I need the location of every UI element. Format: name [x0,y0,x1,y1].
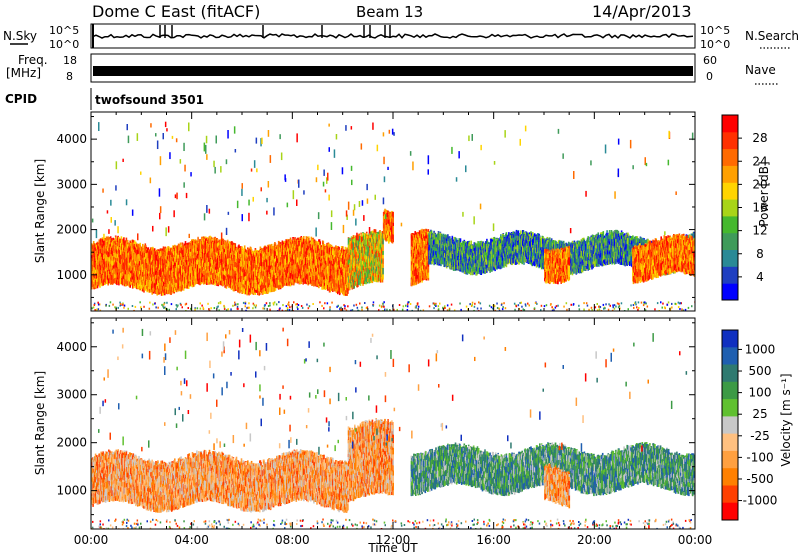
nave-tick-low: 0 [706,70,713,83]
colorbar-cell-2 [722,364,738,383]
colorbar-cell-0 [722,330,738,348]
colorbar-cell-2 [722,249,738,267]
colorbar-cell-8 [722,468,738,486]
echo-cells [91,121,695,311]
x-tick-label-4: 16:00 [476,533,511,547]
colorbar-tick-label-0: 1000 [745,342,776,356]
power-colorbar-label: Power [dB] [757,161,771,226]
nsky-label: N.Sky [3,29,37,43]
y-tick-label-0: 1000 [56,268,87,282]
nsearch-tick-high: 10^5 [700,24,730,37]
y-tick-label-1: 2000 [56,223,87,237]
colorbar-cell-4 [722,215,738,234]
nsky-line [92,33,694,39]
echo-cells [91,327,695,529]
x-axis-label: Time UT [367,541,418,554]
freq-tick-high: 18 [63,54,77,67]
colorbar-tick-label-7: -1000 [743,494,778,508]
colorbar-tick-label-5: 24 [752,154,767,168]
colorbar-tick-label-4: -25 [750,429,770,443]
nave-tick-high: 60 [703,54,717,67]
y-tick-label-2: 3000 [56,177,87,191]
colorbar-tick-label-5: -100 [746,450,773,464]
colorbar-cell-10 [722,115,738,133]
colorbar-cell-4 [722,399,738,417]
colorbar-cell-1 [722,266,738,284]
station-title: Dome C East (fitACF) [92,2,260,21]
colorbar-cell-5 [722,416,738,435]
colorbar-cell-6 [722,182,738,200]
y-tick-label-2: 3000 [56,388,87,402]
freq-unit-label: [MHz] [6,66,41,80]
y-tick-label-3: 4000 [56,132,87,146]
date-title: 14/Apr/2013 [592,2,692,21]
y-tick-label-3: 4000 [56,340,87,354]
colorbar-cell-5 [722,199,738,217]
y-tick-label-0: 1000 [56,484,87,498]
cpid-value: twofsound 3501 [95,93,204,107]
nsearch-label: N.Search [745,29,799,43]
colorbar-tick-label-6: -500 [746,472,773,486]
beam-title: Beam 13 [356,3,423,21]
freq-trace [93,66,693,76]
power-panel: 1000 2000 3000 4000 4 8 12 16 20 24 28 [56,111,768,312]
x-tick-label-2: 08:00 [275,533,310,547]
colorbar-cell-6 [722,433,738,452]
colorbar-tick-label-3: 25 [752,407,767,421]
colorbar-tick-label-3: 16 [752,201,767,215]
x-tick-label-6: 00:00 [678,533,713,547]
colorbar-tick-label-0: 4 [756,270,764,284]
colorbar-cell-7 [722,165,738,183]
nsky-tick-high: 10^5 [49,24,79,37]
colorbar-cell-0 [722,283,738,301]
colorbar-cell-3 [722,232,738,250]
power-ylabel: Slant Range [km] [33,159,47,263]
cpid-label: CPID [5,92,37,106]
colorbar-cell-7 [722,450,738,469]
nave-label: Nave [745,63,776,77]
nsearch-tick-low: 10^0 [700,38,730,51]
colorbar-cell-9 [722,131,738,150]
nsky-tick-low: 10^0 [49,38,79,51]
velocity-ylabel: Slant Range [km] [33,371,47,475]
y-tick-label-1: 2000 [56,436,87,450]
colorbar-tick-label-6: 28 [752,131,767,145]
velocity-panel: 1000 2000 3000 4000 00:00 04:00 08:00 12:00 16:0… [56,317,778,547]
colorbar-cell-9 [722,485,738,504]
nsky-trace [92,24,694,48]
colorbar-cell-10 [722,502,738,521]
x-tick-label-3: 12:00 [376,533,411,547]
freq-tick-low: 8 [66,70,73,83]
freq-label: Freq. [18,53,48,67]
x-tick-label-0: 00:00 [74,533,109,547]
colorbar-tick-label-2: 12 [752,224,767,238]
x-tick-label-1: 04:00 [174,533,209,547]
colorbar-cell-3 [722,381,738,400]
colorbar-tick-label-4: 20 [752,177,767,191]
x-tick-label-5: 20:00 [577,533,612,547]
colorbar-frame [721,329,739,521]
velocity-colorbar-label: Velocity [m s⁻¹] [779,373,793,466]
colorbar-tick-label-2: 100 [749,386,772,400]
colorbar-cell-8 [722,148,738,166]
colorbar-cell-1 [722,347,738,366]
colorbar-tick-label-1: 8 [756,247,764,261]
colorbar-tick-label-1: 500 [749,364,772,378]
